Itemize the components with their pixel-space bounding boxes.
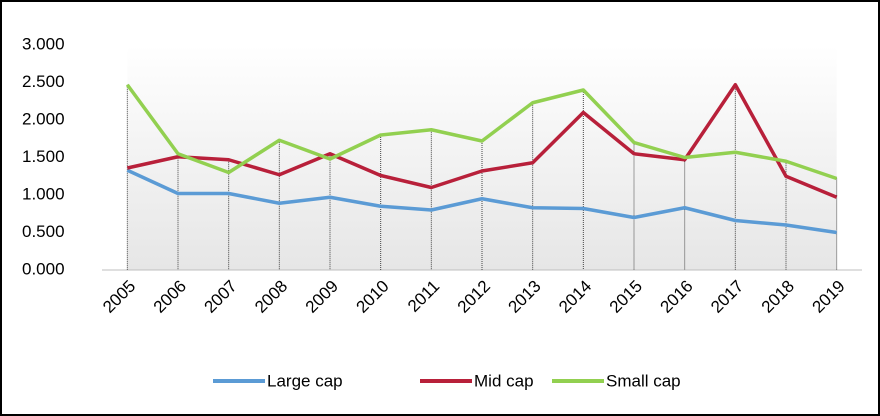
y-tick-label: 2.000 (22, 109, 65, 128)
legend-label: Mid cap (474, 371, 534, 390)
y-tick-label: 3.000 (22, 34, 65, 53)
series-line (125, 83, 838, 181)
y-tick-label: 0.500 (22, 222, 65, 241)
legend-label: Large cap (267, 371, 343, 390)
y-tick-label: 1.000 (22, 184, 65, 203)
y-tick-label: 0.000 (22, 259, 65, 278)
y-tick-label: 1.500 (22, 147, 65, 166)
y-tick-label: 2.500 (22, 72, 65, 91)
series-line (126, 168, 837, 235)
series-line (126, 83, 838, 199)
legend-label: Small cap (606, 371, 681, 390)
